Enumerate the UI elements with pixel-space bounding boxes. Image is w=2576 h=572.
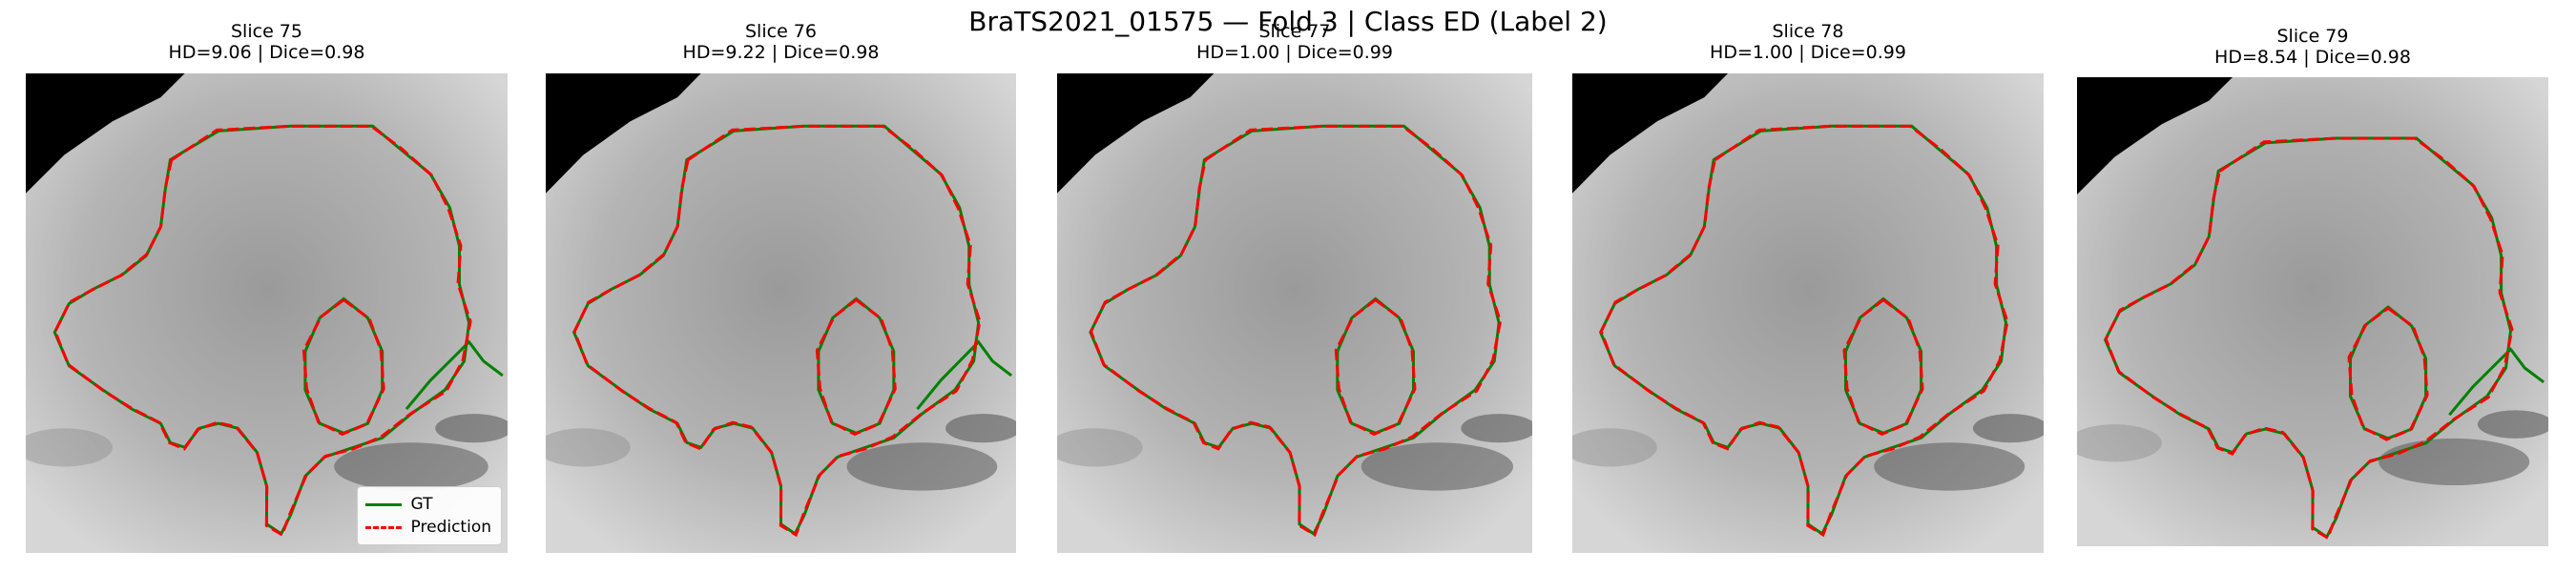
background-region [1057, 73, 1215, 194]
contour-overlay [1057, 73, 1532, 553]
mri-slice-image [2077, 77, 2548, 546]
background-region [2077, 77, 2233, 194]
mri-slice-image [1572, 73, 2044, 553]
prediction-contour-outer [1089, 124, 1503, 538]
dark-region [546, 428, 631, 467]
dark-region [1572, 428, 1657, 467]
dark-region [334, 442, 488, 491]
prediction-contour-inner [815, 297, 897, 437]
dark-region [435, 414, 508, 443]
dark-region [1361, 442, 1514, 491]
prediction-contour-outer [1599, 124, 2009, 538]
panel-slice-label: Slice 75 [231, 21, 302, 42]
slice-panel: Slice 76 HD=9.22 | Dice=0.98 [546, 21, 1016, 553]
prediction-contour-inner [1842, 297, 1924, 437]
legend-label: Prediction [410, 518, 491, 537]
slice-panel: Slice 75 HD=9.06 | Dice=0.98 GT Prediction [26, 21, 508, 553]
contour-overlay [1572, 73, 2044, 553]
contour-overlay [546, 73, 1016, 553]
prediction-contour-outer [572, 124, 982, 538]
gt-contour-tail [405, 339, 504, 411]
dark-region [846, 442, 998, 491]
dark-region [1461, 414, 1532, 443]
legend-label: GT [410, 495, 433, 514]
contour-overlay [2077, 77, 2548, 546]
gt-contour-tail [916, 339, 1013, 411]
dark-region [2379, 438, 2530, 486]
contour-overlay [26, 73, 508, 553]
mri-slice-image [546, 73, 1016, 553]
gt-contour-tail [2448, 347, 2545, 417]
panel-slice-label: Slice 77 [1258, 21, 1331, 42]
prediction-contour-inner [1334, 297, 1417, 437]
prediction-contour-inner [2347, 306, 2429, 441]
panel-slice-label: Slice 79 [2276, 26, 2349, 47]
legend-swatch [364, 525, 402, 529]
dark-region [1057, 428, 1143, 467]
legend-swatch [364, 502, 402, 506]
legend-entry: Prediction [364, 516, 491, 539]
panel-metrics-label: HD=9.06 | Dice=0.98 [168, 42, 365, 63]
dark-region [1874, 442, 2025, 491]
dark-region [1972, 414, 2044, 443]
background-region [26, 73, 185, 194]
prediction-contour-outer [53, 124, 472, 538]
slice-panel: Slice 78 HD=1.00 | Dice=0.99 [1572, 21, 2044, 553]
panel-slice-label: Slice 76 [745, 21, 817, 42]
panel-slice-label: Slice 78 [1772, 21, 1844, 42]
mri-slice-image [1057, 73, 1532, 553]
panel-metrics-label: HD=8.54 | Dice=0.98 [2214, 47, 2411, 68]
dark-region [2077, 424, 2162, 462]
slice-panel: Slice 77 HD=1.00 | Dice=0.99 [1057, 21, 1532, 553]
panel-metrics-label: HD=9.22 | Dice=0.98 [682, 42, 880, 63]
prediction-contour-outer [2104, 136, 2514, 541]
legend: GT Prediction [356, 486, 502, 545]
figure-title: BraTS2021_01575 — Fold 3 | Class ED (Lab… [968, 6, 1608, 37]
dark-region [2477, 410, 2548, 439]
panel-metrics-label: HD=1.00 | Dice=0.99 [1710, 42, 1906, 63]
background-region [1572, 73, 1729, 194]
panel-metrics-label: HD=1.00 | Dice=0.99 [1196, 42, 1393, 63]
dark-region [945, 414, 1016, 443]
slice-panel: Slice 79 HD=8.54 | Dice=0.98 [2077, 26, 2548, 546]
background-region [546, 73, 701, 194]
dark-region [26, 428, 113, 467]
mri-slice-image: GT Prediction [26, 73, 508, 553]
prediction-contour-inner [301, 297, 385, 437]
legend-entry: GT [364, 493, 491, 516]
